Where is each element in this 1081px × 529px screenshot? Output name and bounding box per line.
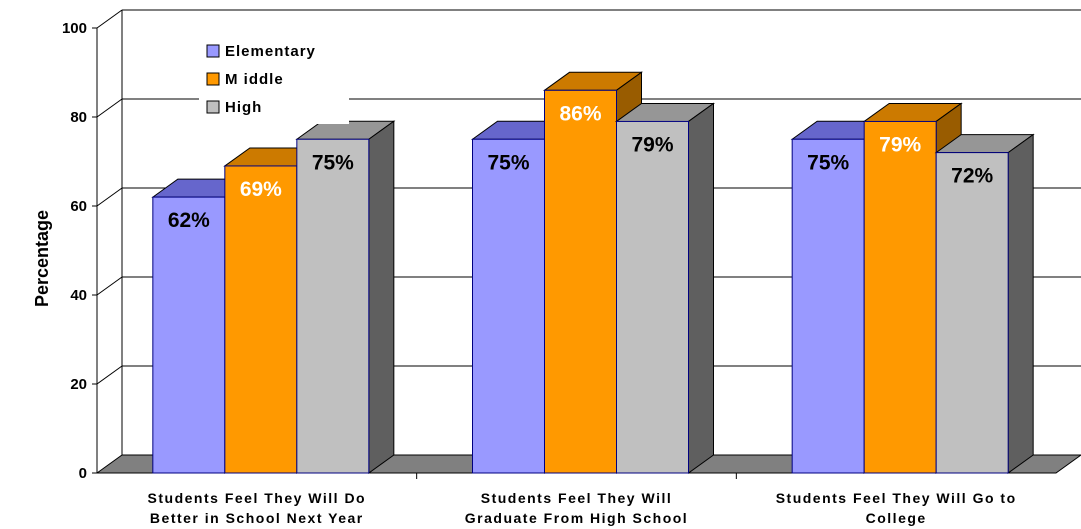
gridline-depth	[96, 9, 123, 29]
gridline-depth	[96, 276, 123, 296]
bar-middle	[863, 120, 937, 474]
gridline-depth	[96, 98, 123, 118]
x-category-label: Students Feel They Will	[481, 490, 673, 506]
data-label: 86%	[559, 102, 601, 125]
bar-high	[935, 152, 1009, 474]
x-category-label: Students Feel They Will Do	[148, 490, 367, 506]
y-tick-label: 60	[70, 198, 87, 215]
data-label: 75%	[312, 151, 354, 174]
bar-side-high	[1007, 133, 1034, 474]
gridline-depth	[96, 187, 123, 207]
legend-label: High	[225, 99, 262, 116]
bar-side-high	[688, 102, 714, 474]
y-tick-label: 100	[62, 20, 87, 37]
legend-swatch	[206, 100, 220, 114]
data-label: 75%	[807, 151, 849, 174]
legend-swatch	[206, 72, 220, 86]
y-axis-title: Percentage	[32, 210, 52, 307]
x-category-label: College	[866, 510, 927, 526]
gridline-depth	[96, 365, 123, 385]
data-label: 79%	[631, 133, 673, 156]
legend-swatch	[206, 44, 220, 58]
legend-label: Elementary	[225, 43, 316, 60]
x-category-label: Students Feel They Will Go to	[776, 490, 1017, 506]
y-tick-label: 40	[70, 287, 87, 304]
x-category-label: Better in School Next Year	[150, 510, 364, 526]
bar-side-high	[368, 120, 395, 474]
x-category-label: Graduate From High School	[465, 510, 688, 526]
y-tick-label: 20	[70, 376, 87, 393]
data-label: 75%	[487, 151, 529, 174]
bar-middle	[544, 89, 617, 474]
legend-box	[199, 38, 349, 124]
bar-middle	[224, 165, 298, 474]
data-label: 69%	[240, 178, 282, 201]
bar-high	[296, 138, 370, 474]
bar-high	[616, 120, 689, 474]
legend-label: M iddle	[225, 71, 284, 88]
bar-elementary	[152, 196, 226, 474]
data-label: 62%	[168, 209, 210, 232]
data-label: 72%	[951, 165, 993, 188]
y-tick-label: 0	[79, 465, 87, 482]
data-label: 79%	[879, 133, 921, 156]
bar-elementary	[472, 138, 545, 474]
bar-elementary	[791, 138, 865, 474]
y-tick-label: 80	[70, 109, 87, 126]
